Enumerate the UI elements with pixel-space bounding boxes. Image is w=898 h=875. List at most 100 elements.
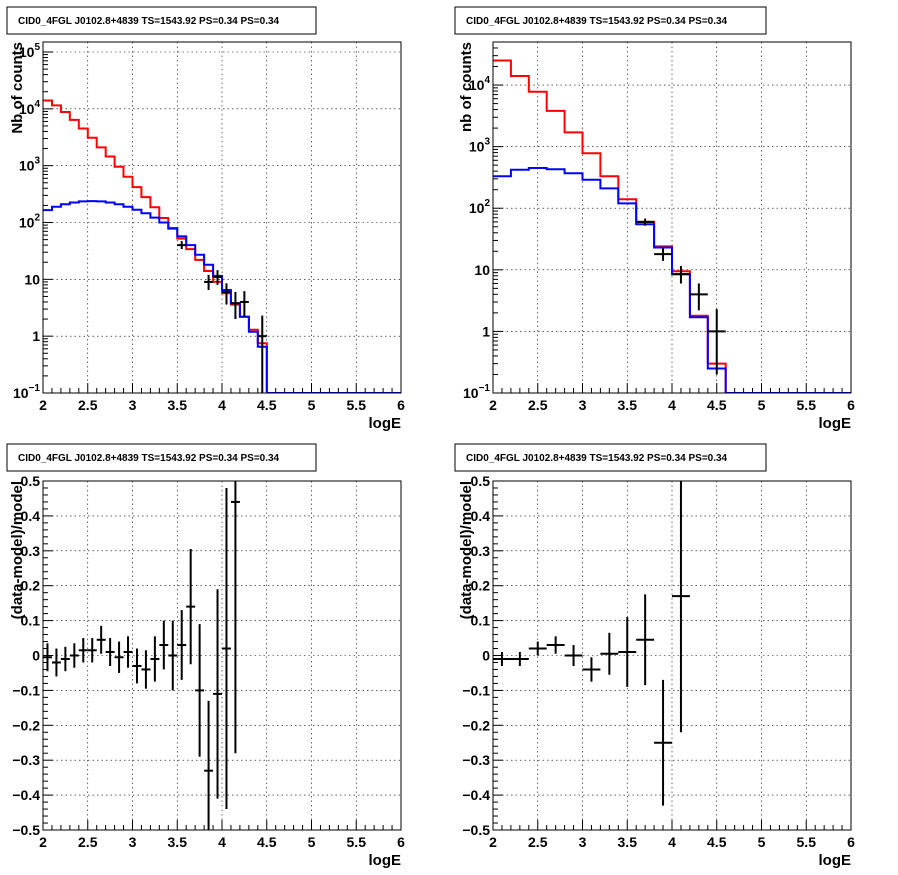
x-tick-label: 2 — [39, 397, 47, 413]
x-tick-label: 6 — [847, 834, 855, 850]
data-point — [636, 218, 655, 226]
x-tick-label: 4.5 — [707, 834, 727, 850]
data-point — [177, 610, 187, 680]
x-axis-title: logE — [369, 415, 402, 432]
x-tick-label: 6 — [397, 834, 405, 850]
y-tick-label: 0 — [482, 648, 490, 664]
model-total-histogram — [43, 99, 401, 393]
title-box — [6, 443, 317, 472]
data-point — [222, 487, 231, 810]
data-point — [257, 315, 267, 393]
data-point — [510, 652, 529, 666]
x-tick-label: 3 — [129, 834, 137, 850]
x-tick-label: 2 — [489, 834, 497, 850]
chart-title: CID0_4FGL J0102.8+4839 TS=1543.92 PS=0.3… — [466, 453, 728, 464]
data-point — [204, 274, 214, 290]
title-box — [6, 6, 317, 35]
plot-frame — [492, 480, 852, 831]
x-tick-label: 3 — [579, 834, 587, 850]
data-point — [105, 638, 115, 666]
x-tick-label: 5 — [758, 834, 766, 850]
data-point — [195, 624, 205, 757]
x-tick-label: 4 — [668, 834, 676, 850]
data-point — [150, 636, 160, 682]
y-tick-label: 0.4 — [471, 508, 491, 524]
plot-frame — [42, 480, 402, 831]
x-tick-label: 2.5 — [78, 834, 98, 850]
x-tick-label: 3.5 — [168, 834, 188, 850]
data-point — [51, 648, 61, 677]
y-tick-label: 0.3 — [21, 543, 41, 559]
data-point — [239, 291, 249, 317]
x-tick-label: 5.5 — [797, 397, 817, 413]
y-tick-label: −0.4 — [12, 787, 40, 803]
data-point — [636, 594, 655, 686]
data-point — [141, 650, 151, 689]
y-tick-label: 10−1 — [13, 383, 40, 401]
chart-panel-2: 2 2.5 3 3.5 4 4.5 5 5.5 6 10−1 1 10 102 103 104 logE nb … — [454, 6, 855, 432]
data-point — [159, 620, 169, 670]
y-axis-title: (data-model)/model — [458, 481, 475, 619]
y-tick-label: 0 — [32, 648, 40, 664]
x-tick-label: 5.5 — [347, 397, 367, 413]
x-tick-label: 3.5 — [168, 397, 188, 413]
y-tick-label: −0.2 — [462, 717, 490, 733]
data-point — [654, 679, 672, 806]
y-tick-label: 10 — [474, 262, 490, 278]
data-point — [654, 248, 672, 261]
y-tick-label: 104 — [19, 99, 41, 117]
chart-title: CID0_4FGL J0102.8+4839 TS=1543.92 PS=0.3… — [466, 16, 728, 27]
y-tick-label: 0.2 — [21, 578, 41, 594]
x-tick-label: 4 — [218, 834, 226, 850]
y-tick-label: −0.5 — [12, 822, 40, 838]
x-tick-label: 6 — [397, 397, 405, 413]
x-tick-label: 4.5 — [707, 397, 727, 413]
data-point — [222, 283, 231, 305]
x-axis-title: logE — [369, 852, 402, 869]
data-point — [87, 638, 97, 663]
y-tick-label: −0.2 — [12, 717, 40, 733]
plot-frame — [42, 41, 402, 394]
chart-panel-1: 2 2.5 3 3.5 4 4.5 5 5.5 6 10−1 1 10 102 103 104 105 logE… — [6, 6, 405, 432]
x-tick-label: 3 — [579, 397, 587, 413]
x-tick-label: 5 — [308, 397, 316, 413]
data-point — [123, 636, 133, 668]
model-component-histogram — [43, 200, 401, 393]
data-point — [600, 632, 619, 675]
data-point — [707, 309, 726, 375]
data-point — [546, 636, 565, 654]
data-point — [186, 549, 196, 665]
x-tick-label: 4.5 — [257, 397, 277, 413]
data-point — [168, 620, 178, 691]
x-tick-label: 2 — [39, 834, 47, 850]
x-tick-label: 3.5 — [618, 834, 638, 850]
data-point — [213, 270, 222, 285]
chart-title: CID0_4FGL J0102.8+4839 TS=1543.92 PS=0.3… — [18, 453, 280, 464]
data-point — [672, 266, 690, 284]
data-point — [96, 625, 106, 654]
x-axis-title: logE — [819, 852, 852, 869]
y-tick-label: 10−1 — [463, 383, 490, 401]
data-point — [493, 652, 511, 666]
y-tick-label: 103 — [469, 137, 491, 155]
data-point — [213, 589, 222, 799]
data-point — [43, 643, 52, 672]
data-point — [230, 481, 240, 754]
x-tick-label: 2.5 — [528, 834, 548, 850]
y-tick-label: 0.1 — [21, 613, 41, 629]
data-point — [582, 657, 601, 682]
x-tick-label: 5 — [758, 397, 766, 413]
y-tick-label: 1 — [482, 323, 490, 339]
y-tick-label: −0.3 — [12, 752, 40, 768]
x-tick-label: 2 — [489, 397, 497, 413]
data-point — [60, 646, 70, 672]
y-tick-label: −0.3 — [462, 752, 490, 768]
data-point — [528, 641, 547, 656]
y-tick-label: 0.3 — [471, 543, 491, 559]
title-box — [454, 443, 767, 472]
y-axis-title: (data-model)/model — [9, 481, 26, 619]
data-point — [230, 291, 240, 320]
x-tick-label: 5.5 — [797, 834, 817, 850]
y-tick-label: 102 — [469, 198, 491, 216]
y-tick-label: 0.5 — [21, 473, 41, 489]
